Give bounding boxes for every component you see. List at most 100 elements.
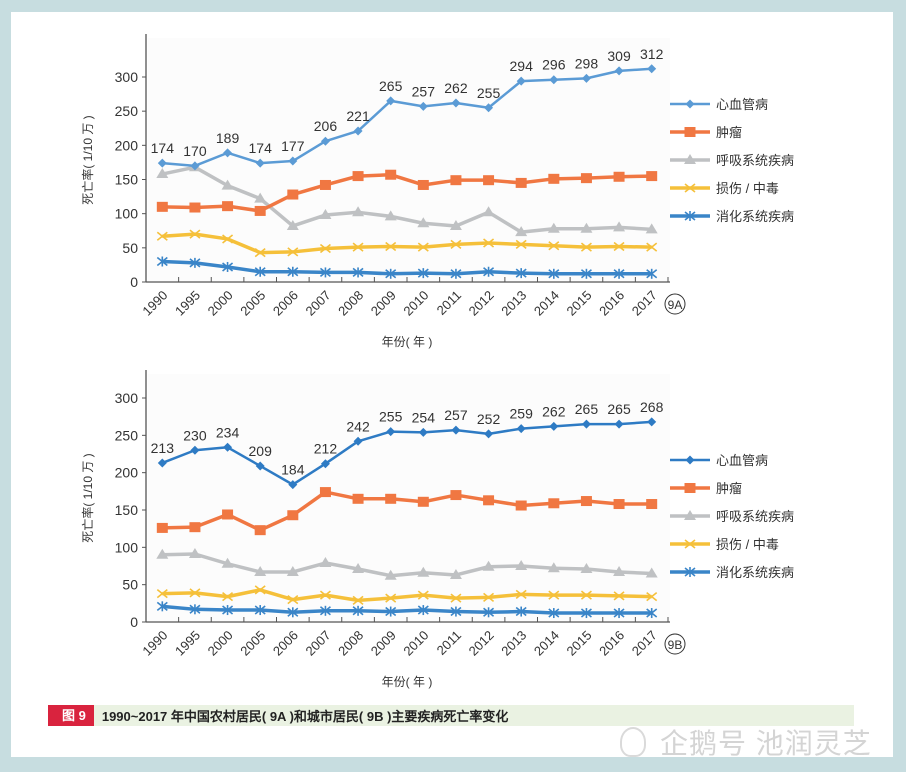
series-line: [162, 604, 652, 615]
data-point: [287, 594, 299, 605]
data-point: [547, 562, 560, 573]
y-tick-label: 0: [130, 274, 138, 290]
data-point: [254, 605, 266, 616]
data-point: [549, 421, 559, 431]
data-point: [288, 480, 298, 490]
data-point: [548, 608, 560, 619]
legend-label: 呼吸系统疾病: [716, 153, 794, 168]
figure-caption: 图 9 1990~2017 年中国农村居民( 9A )和城市居民( 9B )主要…: [48, 705, 854, 726]
legend-marker: [685, 99, 695, 109]
legend-marker: [684, 510, 696, 520]
legend-marker: [684, 483, 696, 493]
legend-label: 损伤 / 中毒: [716, 181, 779, 196]
series-0: 174 170 189 174 177 206 221 265 257 262 255 294 296 2…: [151, 46, 664, 171]
legend-item: 肿瘤: [670, 481, 742, 496]
data-point: [613, 608, 625, 619]
data-label: 265: [575, 401, 599, 417]
legend-item: 呼吸系统疾病: [670, 509, 794, 524]
data-point: [190, 161, 200, 171]
data-point: [613, 591, 625, 601]
data-point: [385, 268, 397, 279]
data-point: [222, 234, 234, 244]
x-tick-label: 2005: [237, 628, 268, 659]
x-tick-label: 2016: [596, 628, 627, 659]
data-point: [482, 206, 495, 217]
data-label: 309: [607, 48, 631, 64]
data-point: [645, 567, 658, 578]
legend-label: 肿瘤: [716, 481, 742, 496]
series-3: [156, 585, 658, 605]
data-point: [646, 242, 658, 252]
data-point: [288, 156, 298, 166]
x-tick-label: 2014: [531, 628, 562, 659]
data-label: 254: [412, 409, 436, 425]
legend-marker: [684, 211, 696, 221]
data-point: [254, 247, 266, 258]
data-point: [515, 500, 527, 511]
data-point: [353, 436, 363, 446]
data-point: [384, 210, 397, 221]
data-point: [320, 136, 330, 146]
data-point: [646, 171, 658, 182]
series-line: [162, 67, 652, 168]
y-tick-label: 0: [130, 614, 138, 630]
data-label: 213: [151, 440, 175, 456]
data-label: 257: [444, 407, 468, 423]
data-label: 170: [183, 143, 207, 159]
data-point: [484, 103, 494, 113]
data-point: [548, 498, 560, 509]
x-tick-label: 2015: [564, 288, 595, 319]
data-point: [254, 192, 267, 203]
data-point: [580, 222, 593, 233]
data-point: [385, 241, 397, 252]
data-point: [450, 268, 462, 279]
data-point: [352, 562, 365, 573]
data-label: 189: [216, 130, 240, 146]
data-label: 230: [183, 427, 207, 443]
data-point: [647, 64, 657, 74]
data-label: 212: [314, 441, 338, 457]
x-tick-label: 2010: [400, 288, 431, 319]
data-point: [255, 158, 265, 168]
legend-label: 消化系统疾病: [716, 209, 794, 224]
data-point: [157, 158, 167, 168]
data-point: [188, 548, 201, 559]
legend-item: 消化系统疾病: [670, 209, 794, 224]
x-tick-label: 2000: [205, 628, 236, 659]
data-point: [646, 268, 658, 279]
data-point: [352, 605, 364, 616]
x-axis-title: 年份( 年 ): [382, 335, 433, 349]
data-point: [515, 226, 528, 237]
y-tick-label: 100: [115, 206, 139, 222]
x-tick-label: 2009: [368, 628, 399, 659]
data-label: 262: [444, 80, 468, 96]
data-point: [417, 566, 430, 577]
data-point: [156, 256, 168, 267]
data-point: [450, 239, 462, 250]
data-point: [613, 241, 625, 252]
page-bottom-band: [0, 757, 906, 772]
y-tick-label: 200: [115, 137, 139, 153]
data-point: [483, 607, 495, 618]
data-point: [286, 219, 299, 230]
data-point: [353, 126, 363, 136]
data-point: [222, 261, 234, 272]
data-point: [484, 429, 494, 439]
x-tick-label: 2005: [237, 288, 268, 319]
series-1: [156, 169, 658, 216]
series-1: [156, 487, 658, 536]
data-point: [417, 496, 429, 507]
data-point: [319, 487, 331, 498]
data-label: 221: [346, 108, 370, 124]
data-point: [223, 148, 233, 158]
data-point: [417, 242, 429, 252]
data-point: [515, 177, 527, 188]
x-tick-label: 2008: [335, 288, 366, 319]
data-point: [352, 595, 364, 605]
data-label: 265: [607, 401, 631, 417]
data-point: [189, 257, 201, 268]
data-label: 255: [379, 409, 403, 425]
data-point: [157, 458, 167, 468]
data-point: [222, 201, 234, 212]
x-tick-label: 2012: [466, 628, 497, 659]
